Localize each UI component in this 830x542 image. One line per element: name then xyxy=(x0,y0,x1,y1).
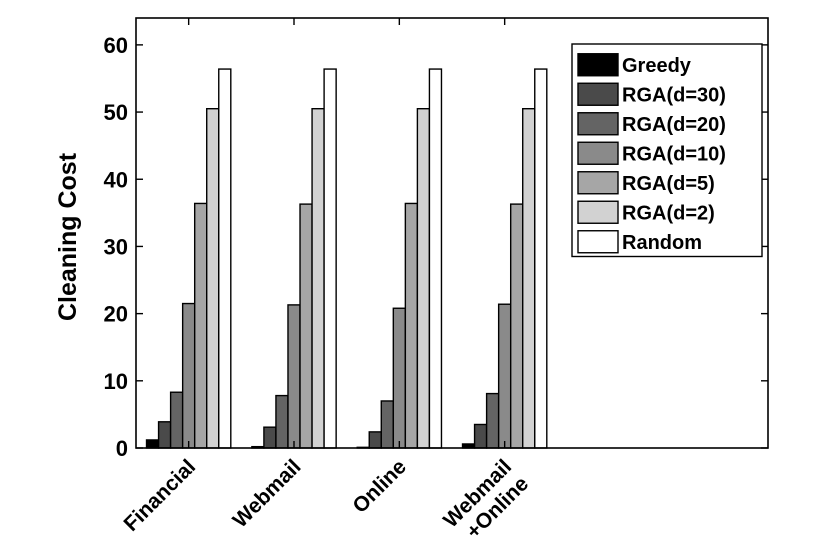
bar-rga-d-20--3 xyxy=(485,392,500,449)
bar-rga-d-2--3 xyxy=(522,107,536,449)
legend-label: Greedy xyxy=(622,55,692,77)
legend-label: RGA(d=2) xyxy=(622,202,715,224)
legend-swatch xyxy=(577,230,619,254)
bar-random-2 xyxy=(428,68,443,449)
bar-rga-d-10--1 xyxy=(287,304,301,449)
legend-label: RGA(d=20) xyxy=(622,114,726,136)
y-tick-label: 10 xyxy=(104,369,128,394)
legend: Greedy RGA(d=30) RGA(d=20) RGA(d=10) RGA(d=5… xyxy=(571,43,763,258)
y-axis: 0 10 20 30 40 50 60 xyxy=(104,33,768,461)
legend-swatch xyxy=(577,53,619,77)
x-tick-label: Financial xyxy=(120,455,201,536)
bar-rga-d-10--0 xyxy=(181,302,196,449)
bar-rga-d-30--0 xyxy=(157,421,172,449)
y-tick-label: 40 xyxy=(104,167,128,192)
bar-rga-d-30--3 xyxy=(473,423,488,449)
x-tick-label: Online xyxy=(348,455,410,517)
bar-rga-d-5--2 xyxy=(404,202,419,449)
y-tick-label: 30 xyxy=(104,234,128,259)
y-tick-label: 20 xyxy=(104,302,128,327)
bar-random-1 xyxy=(323,68,337,449)
y-tick-label: 50 xyxy=(104,100,128,125)
x-tick-label-line: Webmail xyxy=(228,455,305,532)
bar-random-0 xyxy=(218,68,232,449)
legend-label: RGA(d=5) xyxy=(622,173,715,195)
legend-label: RGA(d=10) xyxy=(622,143,726,165)
bar-greedy-0 xyxy=(145,439,160,449)
bar-rga-d-10--2 xyxy=(392,307,407,449)
bar-rga-d-5--1 xyxy=(299,203,313,449)
bars-layer xyxy=(145,68,548,449)
y-axis-label: Cleaning Cost xyxy=(54,152,82,321)
bar-rga-d-5--3 xyxy=(509,203,524,449)
bar-rga-d-2--0 xyxy=(206,107,220,449)
bar-rga-d-10--3 xyxy=(497,303,512,449)
bar-rga-d-5--0 xyxy=(193,202,208,449)
bar-rga-d-30--1 xyxy=(263,426,277,449)
plot-frame xyxy=(135,17,769,449)
y-tick-label: 0 xyxy=(116,436,128,461)
bar-rga-d-20--1 xyxy=(275,394,289,449)
x-tick-label-line: Financial xyxy=(120,455,201,536)
legend-label: Random xyxy=(622,232,702,254)
bar-rga-d-2--1 xyxy=(311,107,325,449)
y-tick-label: 60 xyxy=(104,33,128,58)
legend-swatch xyxy=(577,112,619,136)
legend-swatch xyxy=(577,141,619,165)
legend-swatch xyxy=(577,200,619,224)
legend-label: RGA(d=30) xyxy=(622,84,726,106)
legend-swatch xyxy=(577,82,619,106)
x-tick-label-line: Online xyxy=(348,455,410,517)
bar-random-3 xyxy=(534,68,548,449)
bar-rga-d-20--0 xyxy=(169,391,184,449)
bar-rga-d-30--2 xyxy=(368,431,382,449)
legend-swatch xyxy=(577,171,619,195)
bar-rga-d-2--2 xyxy=(416,107,431,449)
bar-rga-d-20--2 xyxy=(380,400,395,449)
x-tick-label: Webmail+Online xyxy=(439,455,533,542)
x-tick-label: Webmail xyxy=(228,455,305,532)
